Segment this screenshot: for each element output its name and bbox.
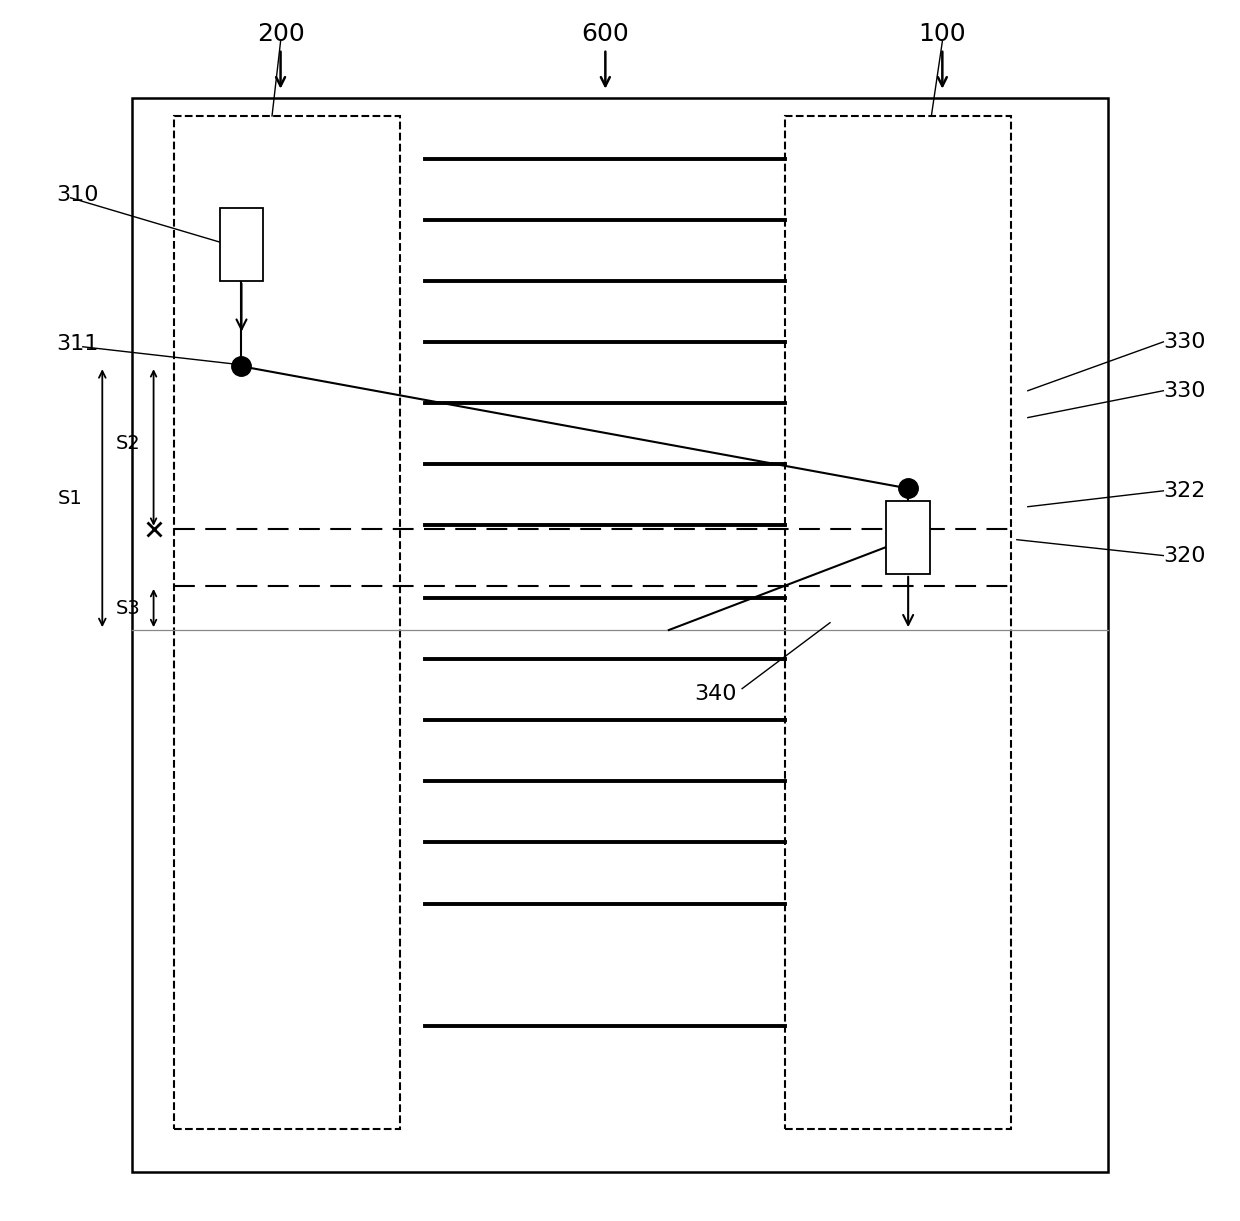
Text: 320: 320 [1163, 546, 1205, 565]
Text: S2: S2 [115, 433, 140, 453]
Bar [175, 116, 401, 1129]
Text: 330: 330 [1163, 381, 1205, 400]
Text: S3: S3 [115, 598, 140, 618]
Text: 200: 200 [257, 22, 305, 46]
Text: 340: 340 [694, 684, 737, 703]
Text: S1: S1 [58, 488, 83, 508]
Text: 600: 600 [582, 22, 629, 46]
Bar [219, 208, 263, 281]
Text: 330: 330 [1163, 332, 1205, 352]
Text: 310: 310 [56, 186, 98, 205]
Text: 100: 100 [919, 22, 966, 46]
Bar [887, 501, 930, 574]
Bar [131, 98, 1109, 1172]
Bar [785, 116, 1011, 1129]
Text: 322: 322 [1163, 481, 1205, 501]
Text: 311: 311 [56, 335, 98, 354]
